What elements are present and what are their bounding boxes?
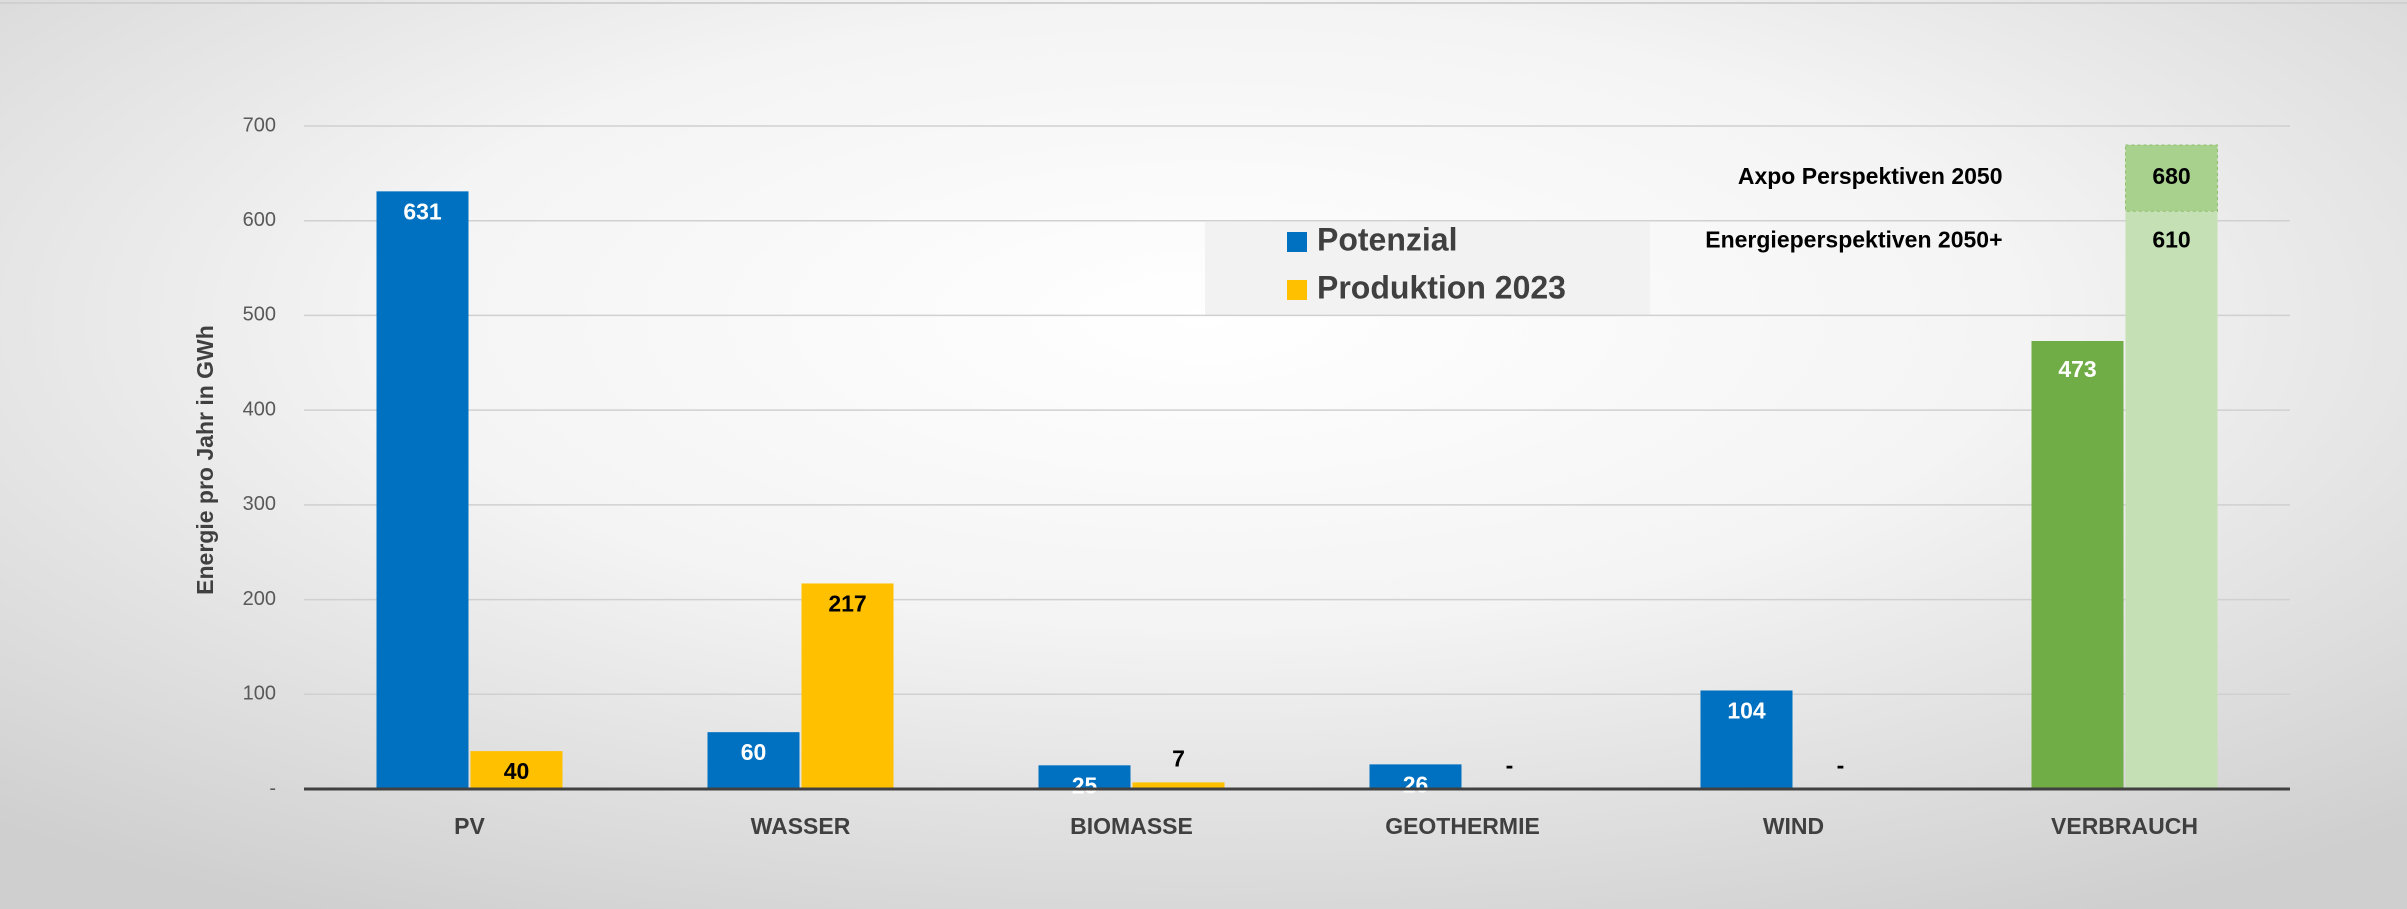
x-tick-label: VERBRAUCH: [2051, 813, 2198, 839]
scenario-label: Axpo Perspektiven 2050: [1738, 163, 2003, 189]
y-tick-label: -: [269, 777, 276, 799]
legend-label: Produktion 2023: [1317, 269, 1566, 305]
legend-label: Potenzial: [1317, 221, 1457, 257]
y-tick-label: 500: [243, 304, 276, 326]
bar: [470, 751, 563, 789]
x-tick-label: GEOTHERMIE: [1385, 813, 1540, 839]
value-label: 631: [403, 198, 442, 224]
y-tick-label: 100: [243, 683, 276, 705]
bar: [1132, 782, 1225, 789]
value-label: 610: [2152, 226, 2190, 252]
scenario-bar: [2125, 144, 2218, 212]
bar: [1700, 690, 1793, 789]
bar: [707, 732, 800, 789]
legend-box: [1205, 222, 1650, 315]
x-tick-label: WASSER: [751, 813, 851, 839]
scenario-label: Energieperspektiven 2050+: [1705, 226, 2002, 252]
value-label: 7: [1172, 745, 1185, 771]
y-axis-title: Energie pro Jahr in GWh: [192, 325, 218, 595]
legend-swatch: [1287, 232, 1307, 252]
y-tick-label: 200: [243, 588, 276, 610]
value-label: 217: [828, 591, 866, 617]
value-label: 40: [504, 758, 530, 784]
bar: [801, 583, 894, 789]
y-tick-label: 700: [243, 114, 276, 136]
scenario-bar: [2125, 211, 2218, 789]
x-tick-label: WIND: [1763, 813, 1824, 839]
value-label: 26: [1403, 771, 1429, 797]
x-tick-label: BIOMASSE: [1070, 813, 1193, 839]
bar: [376, 191, 469, 790]
value-label: 60: [741, 739, 767, 765]
legend-swatch: [1287, 280, 1307, 300]
bar: [2031, 341, 2124, 789]
y-tick-label: 600: [243, 209, 276, 231]
value-label: 473: [2058, 356, 2096, 382]
y-tick-label: 300: [243, 493, 276, 515]
value-label: -: [1506, 752, 1514, 778]
value-label: -: [1837, 752, 1845, 778]
value-label: 25: [1072, 772, 1098, 798]
bar: [1369, 764, 1462, 789]
x-tick-label: PV: [454, 813, 485, 839]
y-tick-label: 400: [243, 398, 276, 420]
value-label: 104: [1727, 698, 1766, 724]
bar: [1038, 765, 1131, 789]
value-label: 680: [2152, 163, 2190, 189]
